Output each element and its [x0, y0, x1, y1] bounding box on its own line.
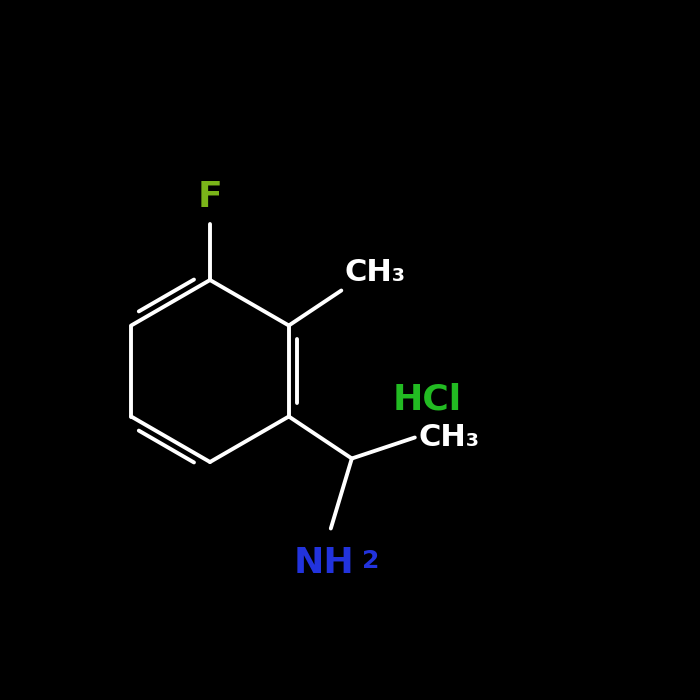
Text: CH₃: CH₃: [345, 258, 406, 287]
Text: HCl: HCl: [393, 382, 461, 416]
Text: NH: NH: [293, 546, 354, 580]
Text: F: F: [197, 179, 223, 214]
Text: CH₃: CH₃: [419, 423, 480, 452]
Text: 2: 2: [362, 550, 379, 573]
